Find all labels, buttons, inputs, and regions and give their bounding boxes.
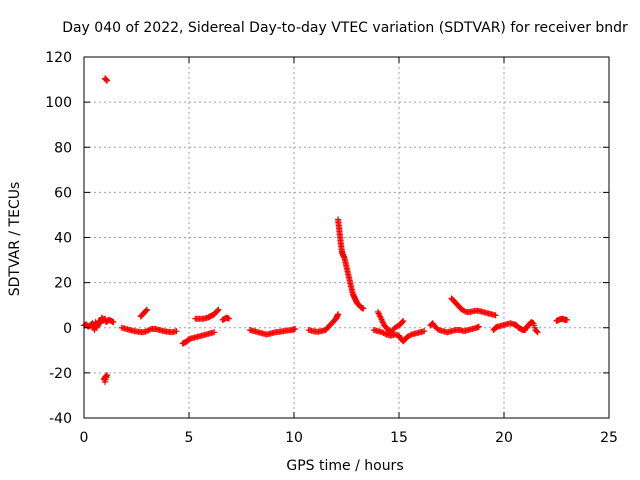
data-point bbox=[225, 315, 232, 322]
data-point bbox=[97, 319, 104, 326]
data-point bbox=[399, 318, 406, 325]
data-point bbox=[214, 307, 221, 314]
x-tick-label: 25 bbox=[600, 430, 618, 446]
data-point bbox=[335, 311, 342, 318]
data-point bbox=[173, 328, 180, 335]
data-point bbox=[211, 329, 218, 336]
y-tick-label: 60 bbox=[54, 185, 72, 201]
data-point bbox=[475, 323, 482, 330]
chart-title: Day 040 of 2022, Sidereal Day-to-day VTE… bbox=[62, 20, 628, 36]
data-point bbox=[400, 317, 407, 324]
data-points bbox=[81, 75, 570, 385]
data-point bbox=[102, 378, 108, 385]
grid bbox=[84, 57, 609, 418]
data-point bbox=[146, 326, 153, 333]
y-tick-label: 80 bbox=[54, 140, 72, 156]
x-tick-label: 15 bbox=[390, 430, 408, 446]
y-tick-label: 100 bbox=[45, 95, 72, 111]
x-tick-label: 0 bbox=[80, 430, 89, 446]
data-point bbox=[533, 328, 540, 335]
data-point bbox=[104, 77, 111, 84]
data-point bbox=[492, 312, 499, 319]
y-tick-label: 20 bbox=[54, 276, 72, 292]
x-tick-labels: 0 5 10 15 20 25 bbox=[80, 430, 618, 446]
data-point bbox=[534, 329, 541, 336]
data-point bbox=[215, 306, 222, 313]
y-tick-label: 120 bbox=[45, 50, 72, 66]
data-point bbox=[144, 306, 150, 313]
y-tick-label: 0 bbox=[63, 321, 72, 337]
y-tick-label: -20 bbox=[49, 366, 72, 382]
y-axis-label: SDTVAR / TECUs bbox=[7, 182, 23, 297]
x-axis-label: GPS time / hours bbox=[286, 458, 403, 474]
data-point bbox=[421, 328, 428, 335]
data-point bbox=[292, 325, 299, 332]
data-point bbox=[564, 316, 570, 323]
y-tick-label: 40 bbox=[54, 231, 72, 247]
data-point bbox=[110, 319, 117, 326]
x-tick-label: 20 bbox=[495, 430, 513, 446]
x-tick-label: 5 bbox=[185, 430, 194, 446]
y-tick-label: -40 bbox=[49, 411, 72, 427]
y-tick-labels: -40 -20 0 20 40 60 80 100 120 bbox=[45, 50, 72, 427]
x-tick-label: 10 bbox=[285, 430, 303, 446]
data-point bbox=[143, 307, 150, 314]
axis-ticks bbox=[83, 56, 610, 419]
data-point bbox=[360, 305, 367, 312]
